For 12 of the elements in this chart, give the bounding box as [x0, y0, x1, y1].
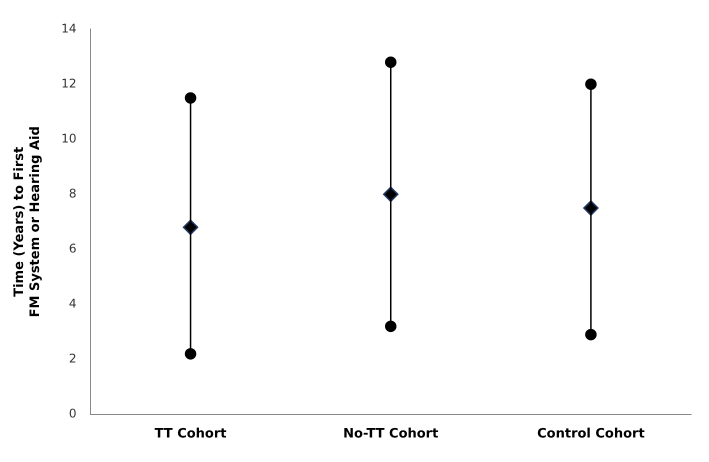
x-tick-label: No-TT Cohort — [343, 426, 438, 442]
y-axis-title: Time (Years) to First FM System or Hearing Aid — [12, 126, 43, 318]
y-tick-label: 12 — [61, 76, 76, 90]
y-tick-label: 0 — [68, 406, 76, 421]
y-tick-label: 10 — [61, 131, 76, 146]
x-tick-label: TT Cohort — [154, 426, 226, 442]
y-tick-label: 8 — [68, 186, 76, 200]
y-tick-label: 6 — [68, 241, 76, 256]
y-tick-label: 4 — [68, 296, 76, 310]
x-tick-label: Control Cohort — [537, 426, 645, 442]
y-tick-label: 14 — [61, 21, 76, 36]
y-tick-label: 2 — [68, 351, 76, 366]
